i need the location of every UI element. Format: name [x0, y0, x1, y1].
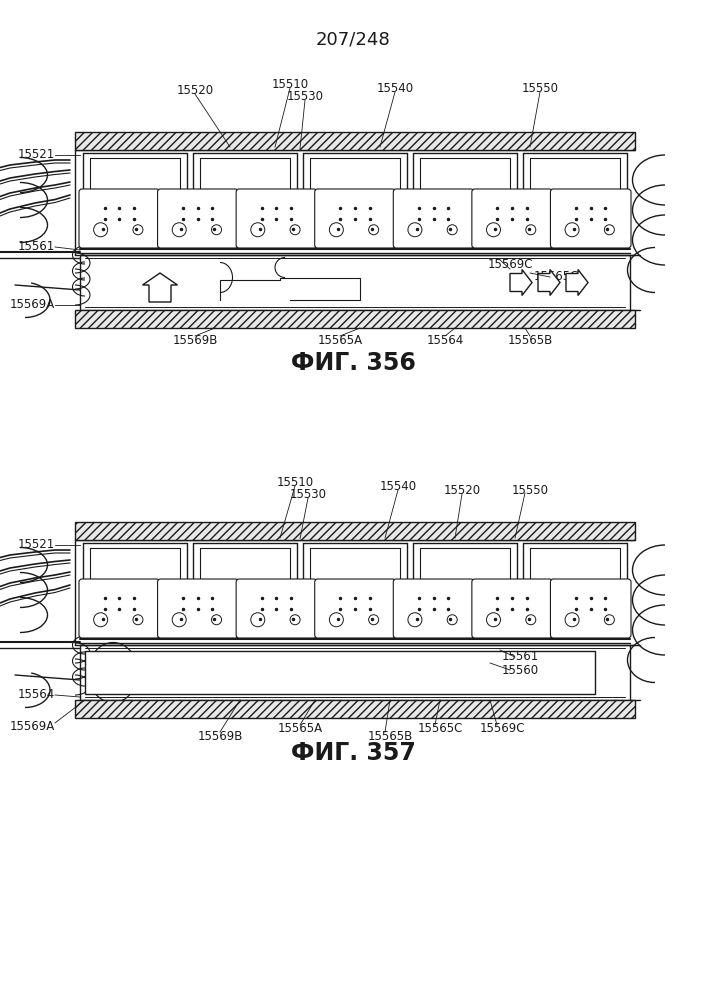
- Circle shape: [251, 223, 265, 237]
- Circle shape: [368, 225, 379, 235]
- Circle shape: [290, 225, 300, 235]
- Text: 15565B: 15565B: [368, 730, 413, 742]
- Circle shape: [211, 225, 221, 235]
- FancyArrow shape: [510, 269, 532, 296]
- Bar: [75, 310, 635, 328]
- Text: 15520: 15520: [177, 84, 214, 97]
- Text: 15561: 15561: [501, 650, 539, 664]
- Circle shape: [251, 613, 265, 627]
- Text: 15520: 15520: [443, 484, 481, 496]
- FancyBboxPatch shape: [551, 579, 631, 638]
- Text: 15530: 15530: [289, 488, 327, 502]
- FancyBboxPatch shape: [158, 189, 238, 248]
- Circle shape: [408, 613, 422, 627]
- Text: 15521: 15521: [18, 148, 55, 161]
- Bar: [75, 522, 635, 540]
- Text: 15510: 15510: [276, 476, 314, 488]
- FancyBboxPatch shape: [79, 189, 160, 248]
- Text: 15565C: 15565C: [533, 270, 579, 284]
- FancyArrow shape: [143, 273, 177, 302]
- Text: 15540: 15540: [380, 480, 416, 492]
- Text: 15569B: 15569B: [197, 730, 243, 742]
- Text: 15564: 15564: [426, 334, 464, 347]
- FancyBboxPatch shape: [393, 579, 474, 638]
- Circle shape: [604, 615, 614, 625]
- FancyBboxPatch shape: [472, 579, 552, 638]
- Bar: [75, 700, 635, 718]
- FancyBboxPatch shape: [315, 579, 395, 638]
- Circle shape: [93, 223, 107, 237]
- Circle shape: [486, 613, 501, 627]
- Circle shape: [565, 223, 579, 237]
- Text: 15540: 15540: [376, 82, 414, 95]
- Circle shape: [290, 615, 300, 625]
- FancyBboxPatch shape: [472, 189, 552, 248]
- Bar: [75, 132, 635, 150]
- Text: 15550: 15550: [511, 484, 549, 496]
- Text: 15510: 15510: [271, 78, 308, 91]
- Circle shape: [448, 225, 457, 235]
- Circle shape: [408, 223, 422, 237]
- Text: 15521: 15521: [18, 538, 55, 552]
- Text: 15564: 15564: [18, 688, 55, 702]
- Text: 15550: 15550: [522, 82, 559, 95]
- FancyBboxPatch shape: [236, 189, 317, 248]
- Circle shape: [526, 615, 536, 625]
- Text: 15569B: 15569B: [173, 334, 218, 347]
- FancyBboxPatch shape: [79, 579, 160, 638]
- Circle shape: [133, 615, 143, 625]
- Circle shape: [604, 225, 614, 235]
- Text: 15560: 15560: [501, 664, 539, 676]
- Circle shape: [211, 615, 221, 625]
- FancyBboxPatch shape: [315, 189, 395, 248]
- FancyBboxPatch shape: [236, 579, 317, 638]
- Text: 15569A: 15569A: [10, 720, 55, 732]
- FancyBboxPatch shape: [393, 189, 474, 248]
- Text: 15565A: 15565A: [277, 722, 322, 734]
- FancyArrow shape: [538, 269, 560, 296]
- Text: ФИГ. 356: ФИГ. 356: [291, 351, 416, 375]
- Text: 15569C: 15569C: [487, 258, 533, 271]
- Text: 15565C: 15565C: [417, 722, 462, 734]
- Text: 207/248: 207/248: [315, 31, 390, 49]
- Circle shape: [565, 613, 579, 627]
- Circle shape: [173, 613, 186, 627]
- Text: ФИГ. 357: ФИГ. 357: [291, 741, 416, 765]
- Circle shape: [93, 613, 107, 627]
- Circle shape: [173, 223, 186, 237]
- Text: 15565B: 15565B: [508, 334, 553, 347]
- Circle shape: [526, 225, 536, 235]
- Circle shape: [329, 223, 344, 237]
- Circle shape: [448, 615, 457, 625]
- Text: 15565A: 15565A: [317, 334, 363, 347]
- Circle shape: [486, 223, 501, 237]
- Text: 15530: 15530: [286, 90, 324, 103]
- Circle shape: [133, 225, 143, 235]
- Circle shape: [329, 613, 344, 627]
- Circle shape: [368, 615, 379, 625]
- FancyBboxPatch shape: [551, 189, 631, 248]
- Text: 15561: 15561: [18, 240, 55, 253]
- Bar: [85, 651, 595, 694]
- Text: 15569A: 15569A: [10, 298, 55, 312]
- FancyBboxPatch shape: [158, 579, 238, 638]
- FancyArrow shape: [566, 269, 588, 296]
- Text: 15569C: 15569C: [479, 722, 525, 734]
